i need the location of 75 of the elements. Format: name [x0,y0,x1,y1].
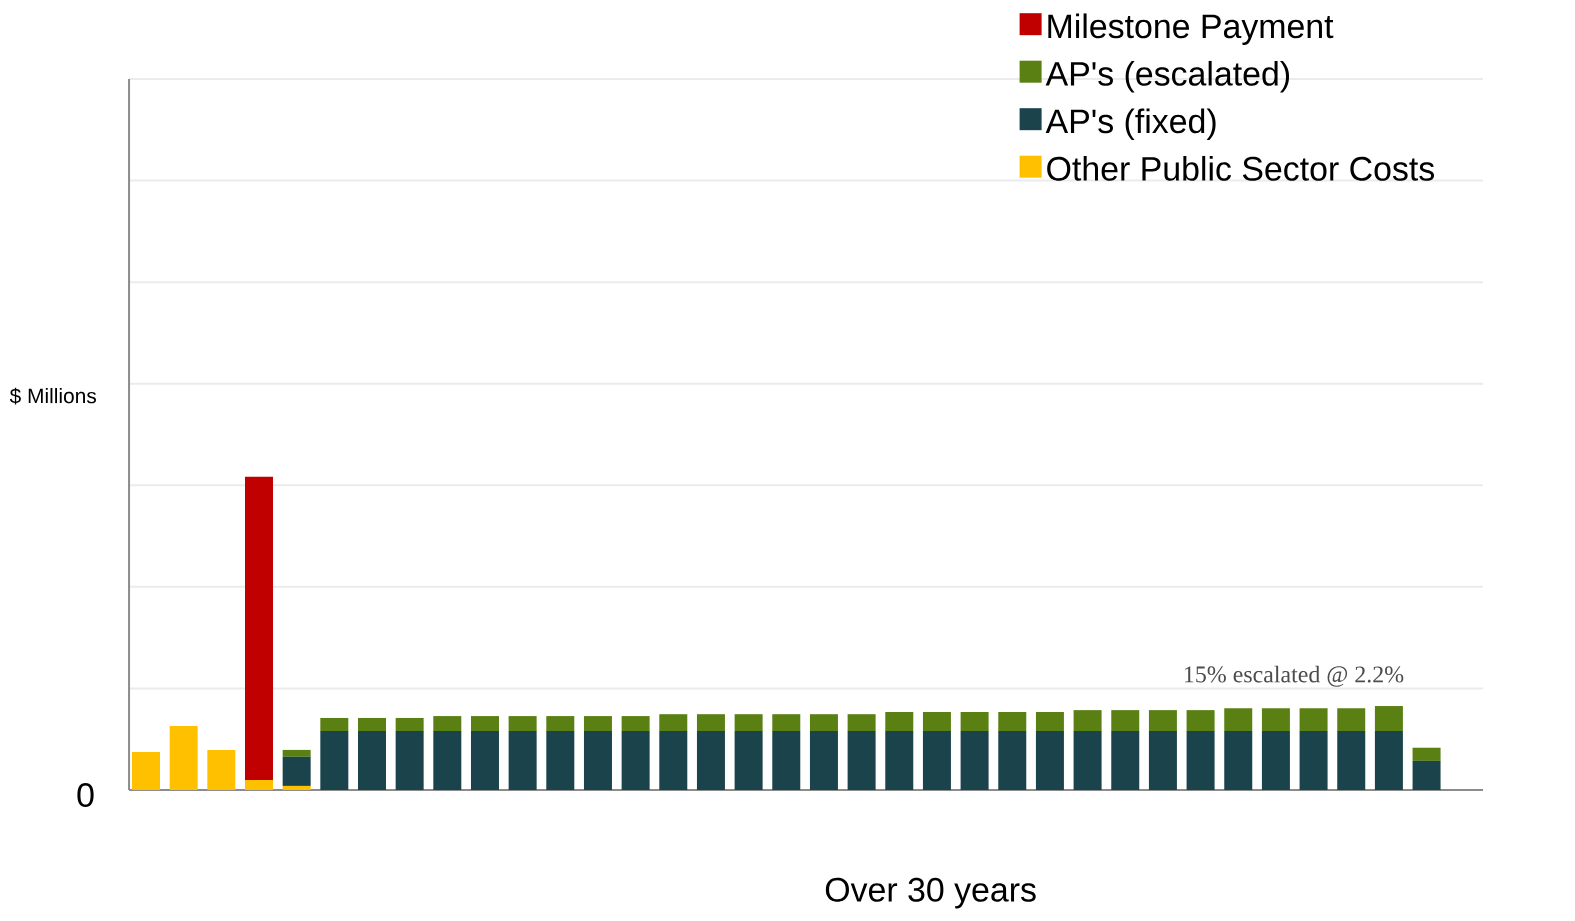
bar [998,731,1027,790]
bar [922,731,951,790]
bar [1374,706,1403,732]
bar [1148,731,1177,790]
bar [1261,731,1290,790]
bar [1337,708,1366,732]
bar [320,717,349,732]
bar [1073,731,1102,790]
bar [546,716,575,732]
bar [696,714,725,732]
bar [1412,760,1441,790]
bar [320,731,349,790]
text: 0 [77,782,94,807]
bar [696,731,725,790]
bar [132,752,160,790]
bar [395,731,424,790]
bar [1299,708,1328,732]
bar [1186,710,1215,732]
bar [1148,710,1177,732]
bar [1299,731,1328,790]
bar [508,731,537,790]
annotation: 15% escalated @ 2.2% [1185,665,1404,687]
bar [470,716,499,732]
bar [1111,710,1140,732]
bar [1035,731,1064,790]
bar [960,712,989,732]
bar [1224,708,1253,732]
bar [583,716,612,732]
bar [922,712,951,732]
bar [1261,708,1290,732]
bar [772,714,801,732]
legend-label: Milestone Payment [1048,13,1334,45]
bar [885,731,914,790]
bar [847,731,876,790]
bar [169,726,198,790]
bar [998,712,1027,732]
bar [546,731,575,790]
bar [1224,731,1253,790]
y-axis-title: $ Millions [9,387,97,405]
bar [282,749,311,757]
bar [847,714,876,732]
bar [1073,710,1102,732]
bar [621,731,650,790]
bar [357,731,386,790]
x-axis-title: Over 30 years [825,877,1036,909]
bar [1374,731,1403,790]
bar [1412,747,1441,761]
bar [1186,731,1215,790]
bar [395,717,424,732]
bar [282,785,311,790]
legend-label: AP's (fixed) [1045,108,1216,140]
bar [282,756,311,786]
bar [433,731,462,790]
bar [433,716,462,732]
bar [809,714,838,732]
bar [470,731,499,790]
bar [508,716,537,732]
bar [244,779,273,790]
bar [1035,712,1064,732]
legend-label: Other Public Sector Costs [1047,155,1435,181]
bar [734,714,763,732]
bar [809,731,838,790]
bar [734,731,763,790]
bar [583,731,612,790]
legend-label: AP's (escalated) [1045,60,1289,93]
bar [659,714,688,732]
bar [357,717,386,732]
bar [1337,731,1366,790]
bar [772,731,801,790]
bar [621,716,650,732]
bar [659,731,688,790]
bar [960,731,989,790]
bar [885,712,914,732]
bar [207,749,236,790]
bar [1111,731,1140,790]
